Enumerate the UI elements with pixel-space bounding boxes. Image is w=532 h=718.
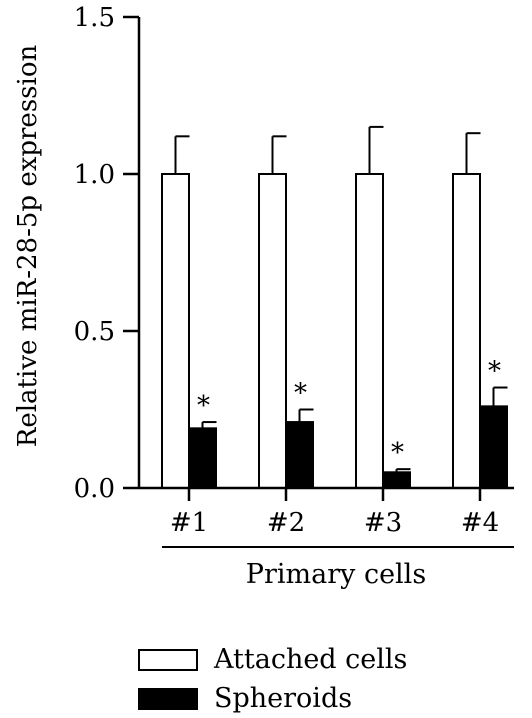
legend: Attached cells Spheroids xyxy=(138,640,407,718)
bar-1-2 xyxy=(382,471,411,489)
legend-swatch-spheroids xyxy=(138,687,198,710)
significance-marker-2: * xyxy=(391,438,404,468)
bars: * * * * xyxy=(161,125,508,489)
bar-0-0 xyxy=(161,173,190,489)
legend-label-attached: Attached cells xyxy=(214,644,408,675)
bar-1-3 xyxy=(479,405,508,489)
significance-marker-1: * xyxy=(294,379,307,409)
x-axis: #1 #2 #3 #4 xyxy=(139,486,514,548)
bar-0-2 xyxy=(355,173,384,489)
y-tick-label-0: 0.0 xyxy=(74,474,115,504)
y-tick-label-1: 0.5 xyxy=(74,317,115,347)
legend-swatch-attached xyxy=(138,648,198,671)
x-tick-label-3: #4 xyxy=(461,508,499,538)
y-axis-label: Relative miR-28-5p expression xyxy=(13,45,43,448)
bar-0-1 xyxy=(258,173,287,489)
significance-marker-0: * xyxy=(197,391,210,421)
x-axis-label: Primary cells xyxy=(246,559,426,590)
bar-1-0 xyxy=(188,427,217,489)
significance-marker-3: * xyxy=(488,357,501,387)
bar-0-3 xyxy=(452,173,481,489)
y-axis: 0.0 0.5 1.0 1.5 xyxy=(74,3,141,504)
y-tick-label-3: 1.5 xyxy=(74,3,115,33)
legend-item-attached: Attached cells xyxy=(138,640,407,679)
y-tick-label-2: 1.0 xyxy=(74,160,115,190)
x-tick-label-1: #2 xyxy=(267,508,305,538)
legend-item-spheroids: Spheroids xyxy=(138,679,407,718)
bar-chart: 0.0 0.5 1.0 1.5 * * * * #1 #2 #3 #4 Relative miR-… xyxy=(13,3,514,590)
legend-label-spheroids: Spheroids xyxy=(214,683,353,714)
bar-1-1 xyxy=(285,421,314,489)
x-tick-label-2: #3 xyxy=(364,508,402,538)
x-tick-label-0: #1 xyxy=(170,508,208,538)
